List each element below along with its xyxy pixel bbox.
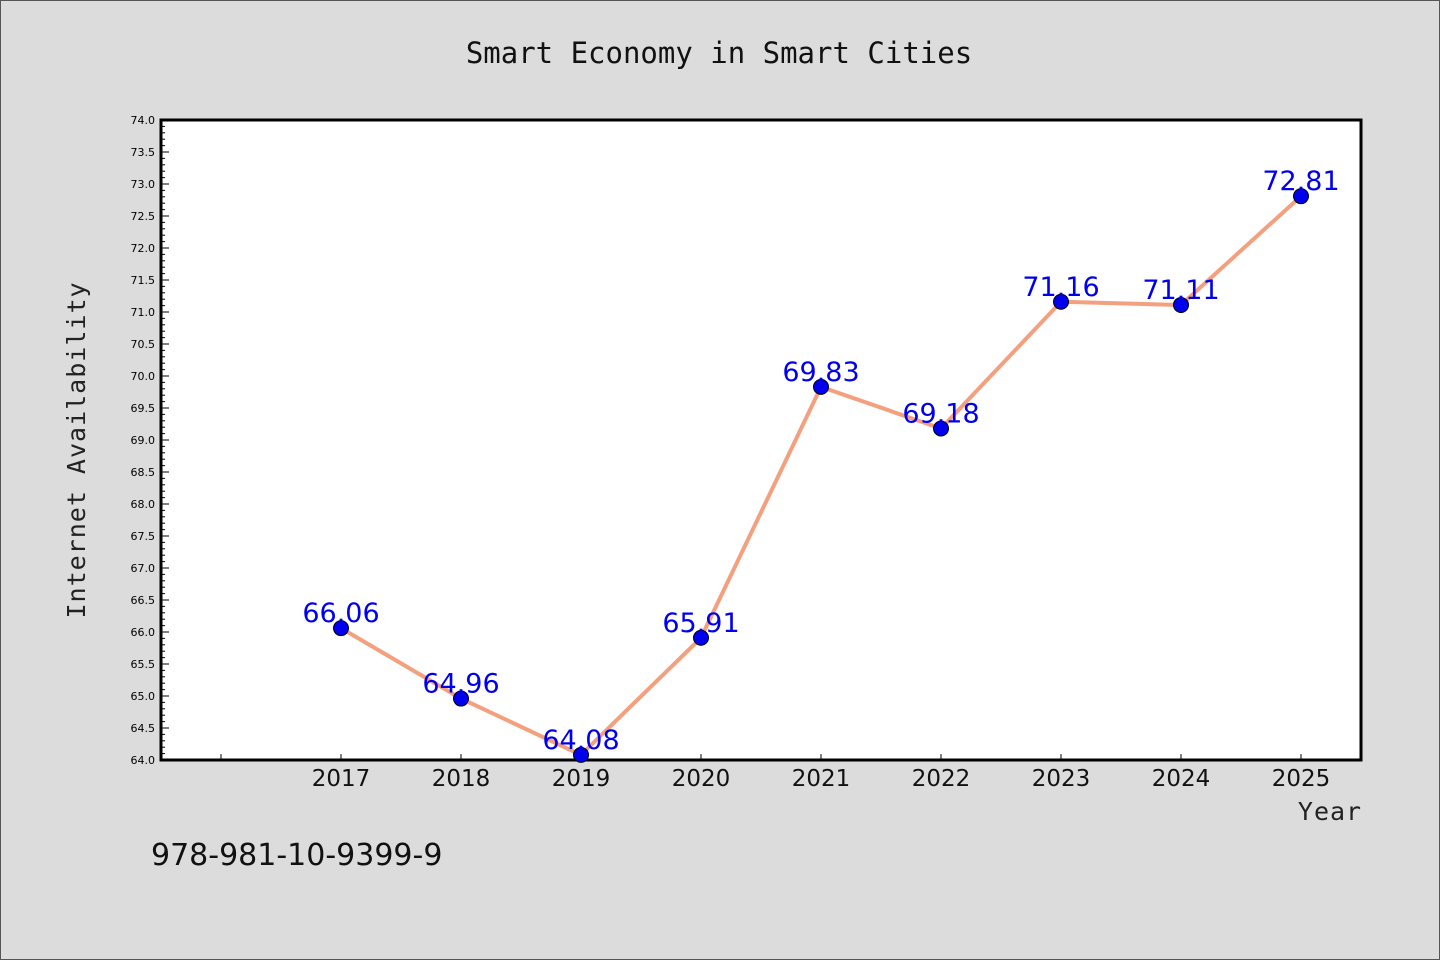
y-tick-label: 73.0 [131,178,156,191]
isbn-text: 978-981-10-9399-9 [151,838,442,873]
data-label: 65.91 [662,608,739,639]
data-label: 64.96 [422,669,499,700]
x-axis-ticks: 2017 2018 2019 2020 2021 2022 2023 2024 2025 [220,754,1331,792]
data-label: 71.11 [1142,275,1219,306]
y-axis-ticks: 64.0 64.5 65.0 65.5 66.0 66.5 67.0 67.5 68.0 68.5… [131,114,169,767]
data-point [1293,188,1309,205]
data-point [333,620,349,637]
data-point [1053,293,1069,310]
x-tick-label: 2018 [432,766,491,792]
y-tick-label: 68.5 [131,466,156,479]
data-point [693,629,709,646]
x-tick-label: 2017 [312,766,371,792]
y-tick-label: 65.5 [131,658,156,671]
x-tick-label: 2025 [1272,766,1331,792]
x-tick-label: 2021 [792,766,851,792]
x-tick-label: 2023 [1032,766,1091,792]
y-tick-label: 72.5 [131,210,156,223]
data-label: 64.08 [542,725,619,756]
y-tick-label: 69.0 [131,434,156,447]
x-tick-label: 2020 [672,766,731,792]
y-tick-label: 67.0 [131,562,156,575]
data-label: 69.18 [902,398,979,429]
x-tick-label: 2022 [912,766,971,792]
y-tick-label: 64.0 [131,754,156,767]
data-point [1173,296,1189,313]
data-point [813,378,829,395]
data-point [453,690,469,707]
x-tick-label: 2019 [552,766,611,792]
x-axis-label: Year [1298,797,1362,826]
chart-title: Smart Economy in Smart Cities [466,36,972,70]
y-tick-label: 72.0 [131,242,156,255]
data-point [933,420,949,437]
y-axis-label: Internet Availability [62,281,91,618]
y-tick-label: 70.0 [131,370,156,383]
data-label: 66.06 [302,598,379,629]
y-tick-label: 65.0 [131,690,156,703]
y-tick-label: 64.5 [131,722,156,735]
x-tick-label: 2024 [1152,766,1211,792]
y-tick-label: 70.5 [131,338,156,351]
data-markers [333,188,1309,763]
data-point [573,746,589,763]
y-tick-label: 73.5 [131,146,156,159]
y-tick-label: 66.5 [131,594,156,607]
y-tick-label: 71.0 [131,306,156,319]
y-tick-label: 69.5 [131,402,156,415]
data-label: 72.81 [1262,166,1339,197]
y-tick-label: 68.0 [131,498,156,511]
data-label: 71.16 [1022,272,1099,303]
plot-area [159,118,1363,762]
y-tick-label: 67.5 [131,530,156,543]
y-tick-label: 71.5 [131,274,156,287]
data-label: 69.83 [782,357,859,388]
data-labels: 66.06 64.96 64.08 65.91 69.83 69.18 71.16 71.11… [302,166,1339,756]
y-tick-label: 74.0 [131,114,156,127]
y-tick-label: 66.0 [131,626,156,639]
